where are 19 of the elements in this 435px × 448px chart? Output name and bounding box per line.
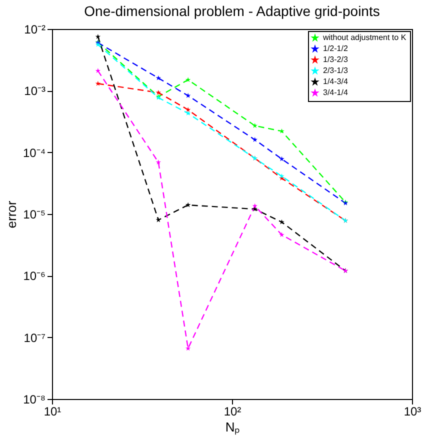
- y-tick-label: 10⁻⁸: [23, 392, 46, 406]
- y-tick-label: 10⁻⁴: [22, 146, 46, 160]
- y-tick-label: 10⁻³: [24, 84, 46, 98]
- x-axis-title: Nₚ: [225, 420, 240, 436]
- y-tick-label: 10⁻⁷: [24, 330, 46, 345]
- x-tick-label: 10³: [404, 404, 422, 418]
- legend-label: 1/2-1/2: [323, 44, 348, 53]
- chart-title: One-dimensional problem - Adaptive grid-points: [84, 3, 380, 19]
- y-axis-title: error: [4, 200, 19, 228]
- x-tick-label: 10²: [224, 404, 242, 418]
- x-tick-label: 10¹: [44, 404, 62, 418]
- legend-label: 2/3-1/3: [323, 66, 348, 75]
- legend-label: 1/4-3/4: [323, 77, 348, 86]
- legend-label: without adjustment to K: [322, 33, 407, 42]
- y-tick-label: 10⁻²: [24, 22, 46, 36]
- legend-label: 3/4-1/4: [323, 88, 348, 97]
- legend-label: 1/3-2/3: [323, 55, 348, 64]
- y-tick-label: 10⁻⁵: [23, 208, 46, 222]
- y-tick-label: 10⁻⁶: [23, 269, 46, 284]
